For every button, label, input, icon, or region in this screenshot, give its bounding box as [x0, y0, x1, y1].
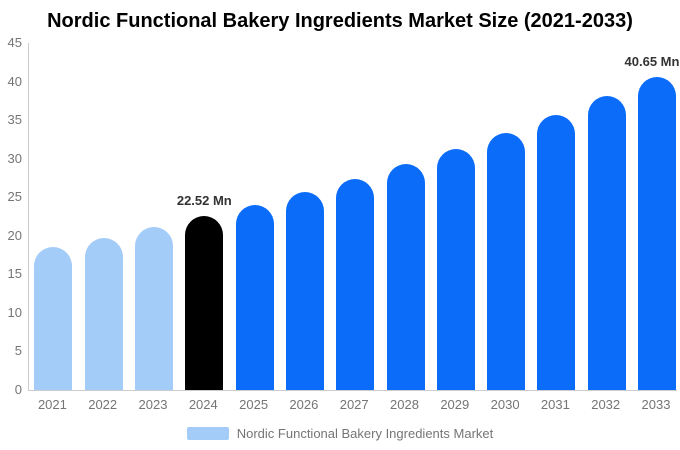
y-tick-25: 25 — [7, 189, 22, 205]
plot-area: 22.52 Mn 40.65 Mn — [28, 43, 680, 391]
chart-title: Nordic Functional Bakery Ingredients Mar… — [47, 10, 633, 32]
x-tick-2032: 2032 — [591, 397, 621, 412]
x-tick-2021: 2021 — [37, 397, 67, 412]
y-tick-45: 45 — [7, 35, 22, 50]
x-tick-2031: 2031 — [540, 397, 570, 412]
x-tick-2022: 2022 — [88, 397, 118, 412]
x-axis: 2021 2022 2023 2024 2025 2026 2027 2028 2029 2030… — [28, 397, 676, 415]
y-tick-20: 20 — [7, 227, 22, 243]
y-tick-0: 0 — [14, 382, 22, 397]
data-label-2033: 40.65 Mn — [624, 53, 680, 69]
bar-2021 — [34, 247, 73, 390]
x-tick-2027: 2027 — [339, 397, 369, 412]
x-tick-2023: 2023 — [138, 397, 168, 412]
bar-2023 — [135, 227, 173, 390]
data-label-2024: 22.52 Mn — [176, 193, 232, 209]
bar-2026 — [285, 191, 324, 390]
x-tick-2025: 2025 — [239, 397, 269, 412]
x-tick-2024: 2024 — [188, 397, 218, 412]
y-tick-30: 30 — [7, 150, 22, 166]
y-tick-5: 5 — [14, 343, 22, 359]
y-tick-40: 40 — [7, 73, 22, 89]
bar-2027 — [336, 178, 375, 390]
bar-2022 — [84, 237, 123, 390]
x-tick-2028: 2028 — [390, 397, 419, 412]
bar-2031 — [537, 115, 576, 390]
bar-2030 — [487, 132, 526, 390]
y-tick-10: 10 — [7, 304, 22, 320]
legend-label: Nordic Functional Bakery Ingredients Mar… — [236, 426, 494, 441]
x-tick-2033: 2033 — [641, 397, 671, 412]
legend: Nordic Functional Bakery Ingredients Mar… — [0, 426, 680, 441]
bar-2028 — [386, 164, 425, 390]
bar-2029 — [436, 148, 475, 390]
x-tick-2026: 2026 — [289, 397, 319, 412]
bar-2033 — [638, 76, 676, 390]
y-axis: 0 5 10 15 20 25 30 35 40 45 — [0, 36, 22, 397]
bar-2032 — [587, 96, 626, 390]
x-tick-2030: 2030 — [490, 397, 520, 412]
bar-2025 — [235, 204, 274, 390]
bar-2024 — [185, 216, 224, 390]
y-tick-15: 15 — [7, 266, 22, 282]
y-tick-35: 35 — [7, 112, 22, 128]
x-tick-2029: 2029 — [440, 397, 470, 412]
legend-swatch — [186, 427, 229, 440]
